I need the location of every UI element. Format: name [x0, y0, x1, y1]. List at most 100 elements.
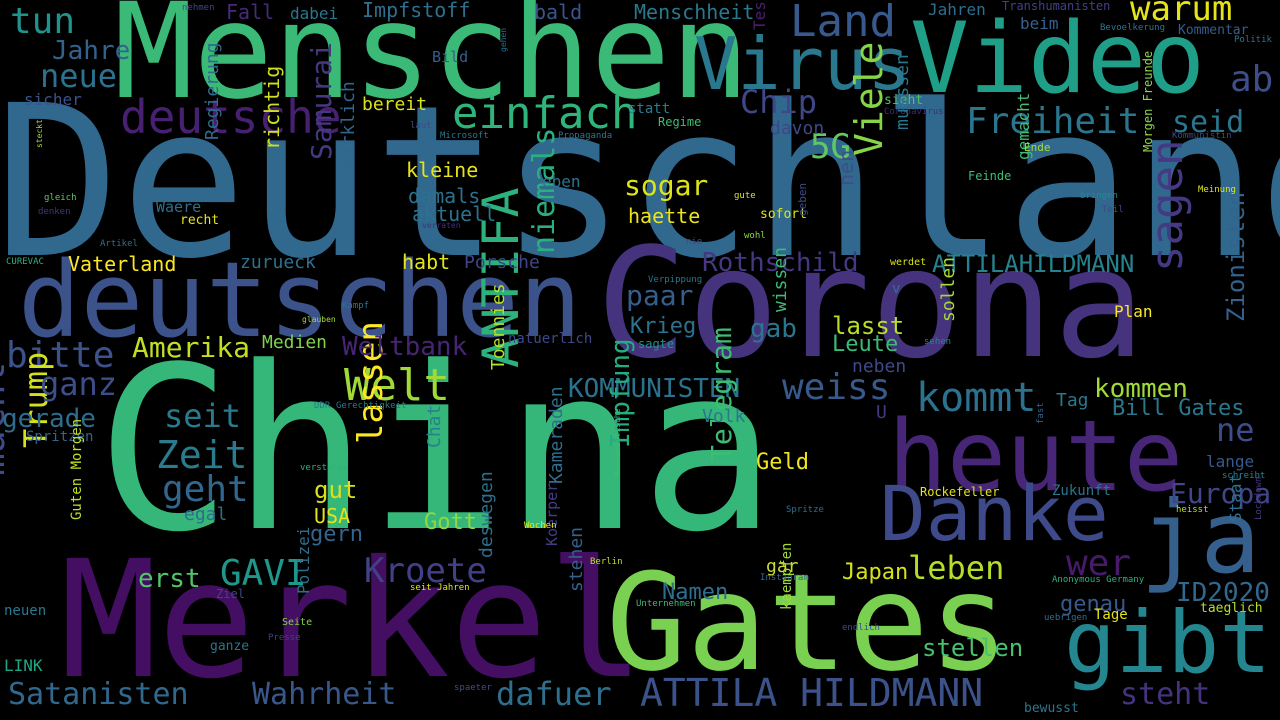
word-leben: leben — [908, 549, 1005, 587]
word-schreibt: schreibt — [1222, 471, 1266, 481]
word-virus: Virus — [694, 22, 911, 106]
word-wochen: Wochen — [524, 521, 557, 531]
word-video: Video — [910, 2, 1206, 116]
word-toennies: Toennies — [488, 283, 509, 370]
word-deutschland: Deutschland — [0, 60, 1280, 305]
word-muessen: muessen — [892, 54, 913, 130]
word-fast: fast — [1036, 402, 1046, 424]
word-natuerlich: natuerlich — [508, 331, 593, 347]
word-laut: laut — [410, 121, 432, 131]
word-ganze: ganze — [210, 639, 250, 654]
word-heute: heute — [888, 400, 1184, 514]
word-chip: Chip — [740, 83, 818, 121]
word-deswegen: deswegen — [476, 471, 497, 558]
word-kommen: kommen — [1094, 374, 1188, 404]
word-medien: Medien — [262, 332, 328, 353]
word-kommt: kommt — [916, 375, 1037, 421]
word-wirklich: wirklich — [338, 81, 359, 168]
word-genau: genau — [1060, 592, 1127, 617]
word-coronavirus: Coronavirus — [884, 107, 944, 117]
word-ab: ab — [1230, 59, 1274, 100]
word-weltbank: Weltbank — [342, 332, 468, 362]
word-nen: nen — [834, 149, 858, 186]
word-sogar: sogar — [624, 169, 709, 202]
word-wahrheit: Wahrheit — [252, 677, 397, 712]
word-bereit: bereit — [362, 94, 428, 115]
word-gibt: gibt — [1064, 593, 1272, 693]
word-morgen-freunde: Morgen Freunde — [1141, 50, 1155, 152]
word-eben: eben — [542, 172, 581, 191]
word-politik: Politik — [1234, 35, 1272, 45]
word-wer: wer — [1066, 543, 1132, 584]
word-gut: gut — [314, 476, 358, 504]
word-usa: USA — [314, 504, 351, 528]
word-taeglich: taeglich — [1200, 601, 1263, 616]
word-lockdown: Lockdown — [1254, 476, 1264, 520]
word-sicher: sicher — [24, 90, 82, 109]
word-u: U — [876, 402, 887, 423]
word-kameraden: Kameraden — [546, 386, 567, 484]
word-recht: recht — [180, 213, 220, 228]
word-sieht: sieht — [884, 93, 924, 108]
word-sofort: sofort — [760, 207, 807, 222]
word-aktuell: aktuell — [412, 202, 497, 226]
word-bewusst: bewusst — [1024, 701, 1079, 716]
word-bild: Bild — [432, 48, 469, 66]
word-gab: gab — [750, 314, 797, 344]
word-zeit: Zeit — [156, 433, 248, 477]
word-attilahildmann: ATTILAHILDMANN — [932, 250, 1135, 278]
word-land: Land — [790, 0, 896, 47]
word-menschheit: Menschheit — [634, 0, 755, 24]
word-impfstoff: Impfstoff — [362, 0, 471, 22]
word-tag: Tag — [1056, 390, 1089, 411]
word-seid: seid — [1172, 105, 1245, 140]
word-millionen-menschen: Millionen Menschen — [0, 37, 2, 124]
word-tage: Tage — [1094, 607, 1128, 623]
word-unternehmen: Unternehmen — [636, 599, 696, 609]
word-spritze: Spritze — [786, 505, 824, 515]
word-plan: Plan — [1114, 302, 1153, 321]
word-wissen: wissen — [770, 246, 791, 312]
word-erst: erst — [138, 564, 201, 594]
word-egal: egal — [184, 504, 228, 525]
word-haette: haette — [628, 204, 701, 228]
word-welt: Welt — [344, 360, 450, 411]
word-curevac: CUREVAC — [6, 257, 44, 267]
word-vaterland: Vaterland — [68, 252, 177, 276]
word-sagen: sagen — [1142, 139, 1193, 272]
word-richtig: richtig — [260, 65, 284, 150]
word-attila-hildmann: ATTILA HILDMANN — [640, 671, 984, 715]
word-neuen: neuen — [4, 603, 47, 619]
word-nehmen: nehmen — [182, 3, 215, 13]
word-kleine: kleine — [406, 158, 479, 182]
word-weiss: weiss — [782, 367, 891, 408]
word-verraten: verraten — [422, 221, 461, 230]
word-instagram: Instagram — [760, 573, 809, 583]
word-fall: Fall — [226, 0, 275, 24]
word-zukunft: Zukunft — [1052, 483, 1112, 499]
word-namen: Namen — [662, 580, 729, 605]
word-volk: Volk — [702, 406, 746, 427]
word-statt: statt — [628, 101, 671, 117]
word-guten-morgen: Guten Morgen — [69, 418, 85, 520]
word-artikel: Artikel — [100, 239, 138, 249]
word-stehen: stehen — [566, 526, 587, 592]
word-rothschild: Rothschild — [702, 248, 859, 278]
word-kommunistische: Kommunistische — [613, 408, 622, 476]
word-gern: gern — [310, 522, 363, 547]
word-gerade: gerade — [2, 404, 96, 434]
word-spaeter: spaeter — [454, 683, 492, 693]
word-verpippung: Verpippung — [648, 275, 703, 285]
word-bald: bald — [534, 0, 583, 24]
word-samurai: Samurai — [305, 41, 338, 160]
word-verstehen: verstehen — [300, 463, 349, 473]
word-koerper: Koerper — [543, 482, 561, 546]
word-corona: Corona — [596, 215, 1146, 392]
word-presse: Presse — [268, 633, 301, 643]
word-polizei: Polizei — [294, 526, 313, 594]
word-stellen: stellen — [922, 634, 1024, 662]
word-japan: Japan — [842, 560, 909, 585]
word-freiheit: Freiheit — [966, 101, 1140, 142]
word-habt: habt — [402, 250, 451, 274]
